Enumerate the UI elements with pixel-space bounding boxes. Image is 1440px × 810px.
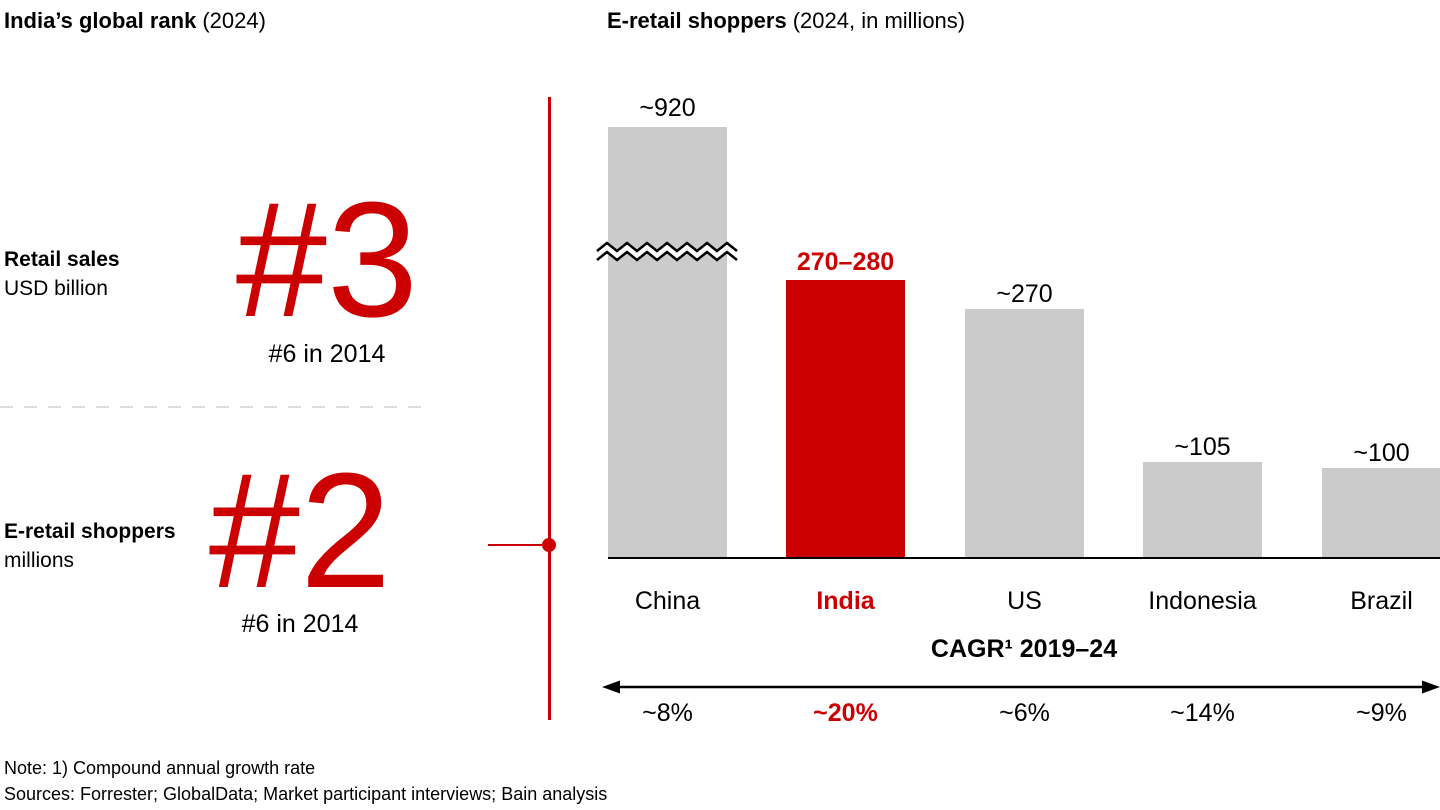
value-label-brazil: ~100 [1353,439,1410,467]
retail-sales-prior-rank: #6 in 2014 [268,340,386,368]
bar-indonesia [1143,462,1262,557]
value-label-indonesia: ~105 [1174,433,1231,461]
left-panel-title: India’s global rank (2024) [4,8,266,34]
eretail-shoppers-prior-rank: #6 in 2014 [241,610,359,638]
eretail-shoppers-label-unit: millions [4,549,75,572]
bar-brazil [1322,468,1440,557]
eretail-shoppers-rank: #2 [208,439,392,622]
sources-line: Sources: Forrester; GlobalData; Market p… [4,784,608,804]
footnotes: Note: 1) Compound annual growth rate Sou… [4,755,607,807]
cagr-value-brazil: ~9% [1356,699,1407,727]
retail-sales-label-main: Retail sales [4,248,120,271]
cagr-value-us: ~6% [999,699,1050,727]
value-label-india: 270–280 [796,248,895,276]
category-label-brazil: Brazil [1350,587,1413,615]
value-label-us: ~270 [996,280,1053,308]
bar-india [786,280,905,557]
left-panel-title-qualifier: (2024) [202,8,266,33]
chart-title-bold: E-retail shoppers [607,8,787,33]
category-label-us: US [1007,587,1042,615]
chart-title: E-retail shoppers (2024, in millions) [607,8,965,34]
eretail-shoppers-label: E-retail shoppers millions [4,517,176,575]
bar-us [965,309,1084,557]
category-label-india: India [816,587,875,615]
retail-sales-rank: #3 [235,168,419,351]
x-axis-line [608,557,1440,559]
retail-sales-label: Retail sales USD billion [4,245,120,303]
retail-sales-label-unit: USD billion [4,277,108,300]
chart-title-qualifier: (2024, in millions) [792,8,966,33]
cagr-axis-heading: CAGR¹ 2019–24 [930,635,1118,663]
axis-break-icon [596,241,738,262]
bar-china [608,127,727,557]
callout-connector-line [488,544,549,546]
category-label-indonesia: Indonesia [1148,587,1257,615]
note-line: Note: 1) Compound annual growth rate [4,758,316,778]
cagr-value-india: ~20% [813,699,878,727]
left-panel-title-bold: India’s global rank [4,8,197,33]
cagr-value-indonesia: ~14% [1170,699,1235,727]
red-divider-line [548,97,551,720]
category-label-china: China [634,587,701,615]
cagr-double-arrow [602,680,1440,694]
eretail-shoppers-label-main: E-retail shoppers [4,520,176,543]
dashed-divider [0,406,424,408]
cagr-value-china: ~8% [642,699,693,727]
value-label-china: ~920 [639,94,696,122]
